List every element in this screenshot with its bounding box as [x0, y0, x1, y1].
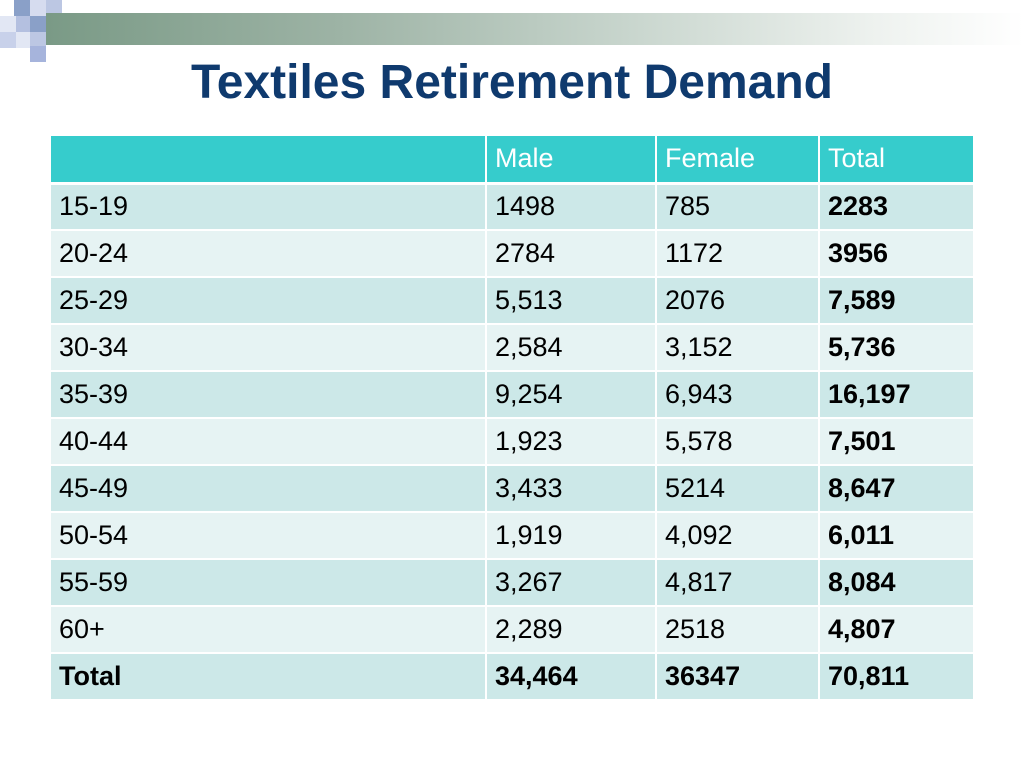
female-cell: 4,092: [656, 512, 820, 560]
table-row: 40-44 1,923 5,578 7,501: [51, 418, 973, 466]
age-group-cell: 45-49: [51, 465, 487, 513]
age-group-cell: 60+: [51, 606, 487, 654]
total-cell: 7,589: [819, 277, 973, 325]
total-cell: 7,501: [819, 418, 973, 466]
total-cell: 2283: [819, 183, 973, 231]
decor-square: [14, 32, 30, 48]
table-row: 35-39 9,254 6,943 16,197: [51, 371, 973, 419]
table-row: 15-19 1498 785 2283: [51, 183, 973, 231]
decor-square: [46, 0, 62, 16]
male-cell: 3,433: [486, 465, 657, 513]
total-cell: 5,736: [819, 324, 973, 372]
male-cell: 2,584: [486, 324, 657, 372]
header-cell-male: Male: [486, 136, 657, 185]
total-cell: 6,011: [819, 512, 973, 560]
total-cell: 16,197: [819, 371, 973, 419]
header-cell-total: Total: [819, 136, 973, 185]
age-group-cell: 40-44: [51, 418, 487, 466]
total-cell: 4,807: [819, 606, 973, 654]
age-group-cell: 55-59: [51, 559, 487, 607]
male-cell: 2,289: [486, 606, 657, 654]
male-cell: 5,513: [486, 277, 657, 325]
decor-square: [30, 16, 46, 32]
female-cell: 5214: [656, 465, 820, 513]
header-cell-female: Female: [656, 136, 820, 185]
male-cell: 9,254: [486, 371, 657, 419]
decor-square: [0, 32, 16, 48]
decor-square: [30, 46, 46, 62]
female-cell: 1172: [656, 230, 820, 278]
age-group-cell: 20-24: [51, 230, 487, 278]
age-group-cell: 25-29: [51, 277, 487, 325]
total-cell: 8,084: [819, 559, 973, 607]
retirement-demand-table: Male Female Total 15-19 1498 785 2283 20-24 2…: [51, 136, 973, 701]
age-group-cell: Total: [51, 653, 487, 701]
total-cell: 70,811: [819, 653, 973, 701]
male-cell: 2784: [486, 230, 657, 278]
female-cell: 5,578: [656, 418, 820, 466]
table-row: 20-24 2784 1172 3956: [51, 230, 973, 278]
male-cell: 1498: [486, 183, 657, 231]
table-row: 30-34 2,584 3,152 5,736: [51, 324, 973, 372]
table-row: 45-49 3,433 5214 8,647: [51, 465, 973, 513]
table-row: 55-59 3,267 4,817 8,084: [51, 559, 973, 607]
male-cell: 34,464: [486, 653, 657, 701]
age-group-cell: 30-34: [51, 324, 487, 372]
female-cell: 3,152: [656, 324, 820, 372]
female-cell: 4,817: [656, 559, 820, 607]
decor-square: [14, 0, 30, 16]
female-cell: 2076: [656, 277, 820, 325]
female-cell: 36347: [656, 653, 820, 701]
table-row: 25-29 5,513 2076 7,589: [51, 277, 973, 325]
male-cell: 1,923: [486, 418, 657, 466]
female-cell: 785: [656, 183, 820, 231]
table-row: Total 34,464 36347 70,811: [51, 653, 973, 701]
header-cell-age-group: [51, 136, 487, 185]
male-cell: 1,919: [486, 512, 657, 560]
age-group-cell: 50-54: [51, 512, 487, 560]
corner-decoration: [0, 0, 80, 62]
table-header-row: Male Female Total: [51, 136, 973, 185]
female-cell: 2518: [656, 606, 820, 654]
header-gradient-bar: [46, 13, 1024, 45]
female-cell: 6,943: [656, 371, 820, 419]
age-group-cell: 15-19: [51, 183, 487, 231]
table-row: 50-54 1,919 4,092 6,011: [51, 512, 973, 560]
total-cell: 8,647: [819, 465, 973, 513]
table-row: 60+ 2,289 2518 4,807: [51, 606, 973, 654]
decor-square: [30, 0, 46, 16]
age-group-cell: 35-39: [51, 371, 487, 419]
decor-square: [30, 32, 46, 48]
slide-title: Textiles Retirement Demand: [191, 56, 833, 109]
table-body: 15-19 1498 785 2283 20-24 2784 1172 3956 25-29 5,…: [51, 183, 973, 701]
decor-square: [0, 16, 16, 32]
decor-square: [14, 16, 30, 32]
male-cell: 3,267: [486, 559, 657, 607]
total-cell: 3956: [819, 230, 973, 278]
